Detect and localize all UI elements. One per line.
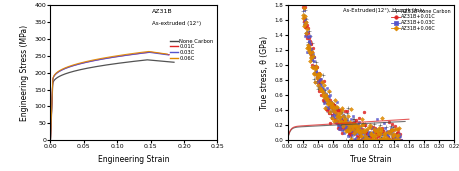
X-axis label: True Strain: True Strain	[350, 155, 392, 164]
Legend: AZ31B-none Carbon, AZ31B+0.01C, AZ31B+0.03C, AZ31B+0.06C: AZ31B-none Carbon, AZ31B+0.01C, AZ31B+0.…	[390, 8, 452, 32]
Text: As-extruded (12°): As-extruded (12°)	[152, 21, 202, 26]
Y-axis label: Engineering Stress (MPa): Engineering Stress (MPa)	[20, 25, 29, 121]
X-axis label: Engineering Strain: Engineering Strain	[98, 155, 170, 164]
Y-axis label: True stress, θ (GPa): True stress, θ (GPa)	[260, 36, 269, 110]
Legend: None Carbon, 0.01C, 0.03C, 0.06C: None Carbon, 0.01C, 0.03C, 0.06C	[169, 37, 215, 62]
Text: AZ31B: AZ31B	[152, 9, 173, 14]
Text: As-Extruded(12°), Hongik Univ.: As-Extruded(12°), Hongik Univ.	[342, 8, 425, 13]
